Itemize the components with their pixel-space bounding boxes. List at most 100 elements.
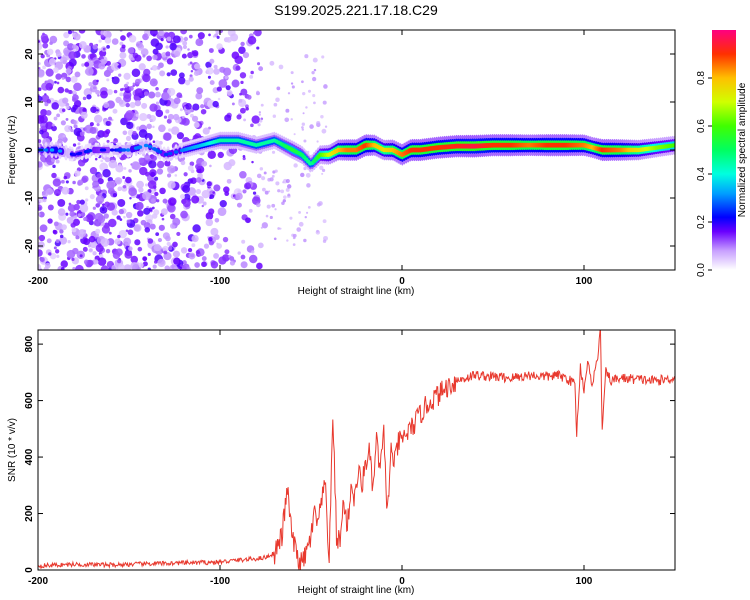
y-tick-label: 20 [24, 48, 35, 60]
noise-speckle [114, 177, 123, 185]
noise-speckle [269, 60, 275, 66]
ridge-cell [49, 148, 55, 152]
noise-speckle [101, 58, 104, 62]
noise-speckle [290, 82, 294, 85]
noise-speckle [240, 107, 246, 114]
noise-speckle [300, 172, 305, 178]
noise-speckle [313, 101, 316, 105]
ridge-cell [57, 149, 63, 153]
noise-speckle [85, 214, 94, 223]
noise-speckle [172, 241, 178, 248]
noise-speckle [71, 97, 77, 102]
noise-speckle [126, 121, 134, 130]
noise-speckle [106, 180, 115, 190]
noise-speckle [55, 73, 62, 80]
noise-speckle [182, 199, 191, 208]
noise-speckle [87, 244, 92, 248]
noise-speckle [117, 263, 125, 270]
noise-speckle [166, 58, 174, 65]
noise-speckle [121, 44, 126, 49]
noise-speckle [152, 125, 155, 129]
noise-speckle [312, 76, 317, 82]
noise-speckle [283, 195, 287, 199]
noise-speckle [95, 233, 100, 238]
noise-speckle [81, 175, 89, 183]
noise-speckle [65, 212, 69, 216]
noise-speckle [59, 229, 64, 234]
noise-speckle [96, 123, 100, 127]
noise-speckle [208, 33, 211, 37]
noise-speckle [43, 266, 49, 270]
noise-speckle [44, 102, 49, 107]
noise-speckle [156, 168, 164, 175]
noise-speckle [115, 248, 123, 256]
noise-speckle [155, 109, 164, 118]
noise-speckle [191, 50, 195, 54]
noise-speckle [307, 205, 311, 209]
noise-speckle [183, 36, 189, 42]
noise-speckle [100, 34, 105, 38]
noise-speckle [266, 204, 271, 209]
colorbar-tick-label: 0.6 [696, 119, 707, 133]
noise-speckle [155, 232, 160, 236]
noise-speckle [287, 92, 291, 95]
noise-speckle [108, 116, 112, 121]
noise-speckle [89, 84, 98, 93]
noise-speckle [201, 261, 207, 268]
noise-speckle [207, 75, 211, 79]
noise-speckle [224, 249, 230, 255]
noise-speckle [73, 82, 82, 92]
noise-speckle [243, 118, 247, 122]
noise-speckle [187, 48, 190, 51]
noise-speckle [119, 41, 124, 46]
noise-speckle [269, 215, 273, 220]
noise-speckle [111, 209, 118, 216]
noise-speckle [49, 252, 57, 260]
noise-speckle [187, 63, 191, 66]
noise-speckle [237, 251, 241, 255]
noise-speckle [179, 194, 186, 200]
noise-speckle [150, 198, 156, 203]
noise-speckle [53, 67, 59, 73]
noise-speckle [220, 153, 224, 157]
noise-speckle [79, 131, 85, 137]
noise-speckle [259, 119, 263, 123]
noise-speckle [223, 186, 230, 193]
noise-speckle [234, 55, 244, 65]
noise-speckle [53, 116, 58, 121]
noise-speckle [61, 108, 66, 113]
noise-speckle [125, 176, 132, 184]
noise-speckle [166, 36, 172, 42]
noise-speckle [51, 102, 59, 110]
noise-speckle [176, 132, 184, 140]
noise-speckle [251, 250, 255, 254]
noise-speckle [320, 115, 324, 119]
noise-speckle [151, 64, 158, 71]
noise-speckle [42, 138, 51, 147]
noise-speckle [67, 240, 71, 244]
noise-speckle [106, 139, 110, 143]
noise-speckle [74, 71, 81, 78]
noise-speckle [201, 256, 207, 261]
noise-speckle [172, 250, 180, 258]
noise-speckle [122, 185, 127, 189]
noise-speckle [51, 123, 55, 127]
noise-speckle [60, 120, 66, 126]
noise-speckle [137, 88, 142, 93]
noise-speckle [119, 218, 123, 221]
noise-speckle [293, 133, 296, 136]
noise-speckle [97, 257, 107, 266]
noise-speckle [322, 239, 327, 243]
noise-speckle [142, 73, 151, 83]
noise-speckle [147, 180, 157, 189]
noise-speckle [172, 217, 181, 226]
noise-speckle [167, 165, 176, 174]
noise-speckle [108, 159, 118, 169]
noise-speckle [166, 173, 172, 178]
noise-speckle [275, 181, 280, 186]
noise-speckle [224, 191, 230, 197]
noise-speckle [316, 140, 319, 143]
noise-speckle [55, 249, 60, 254]
noise-speckle [119, 51, 127, 59]
noise-speckle [302, 112, 305, 115]
